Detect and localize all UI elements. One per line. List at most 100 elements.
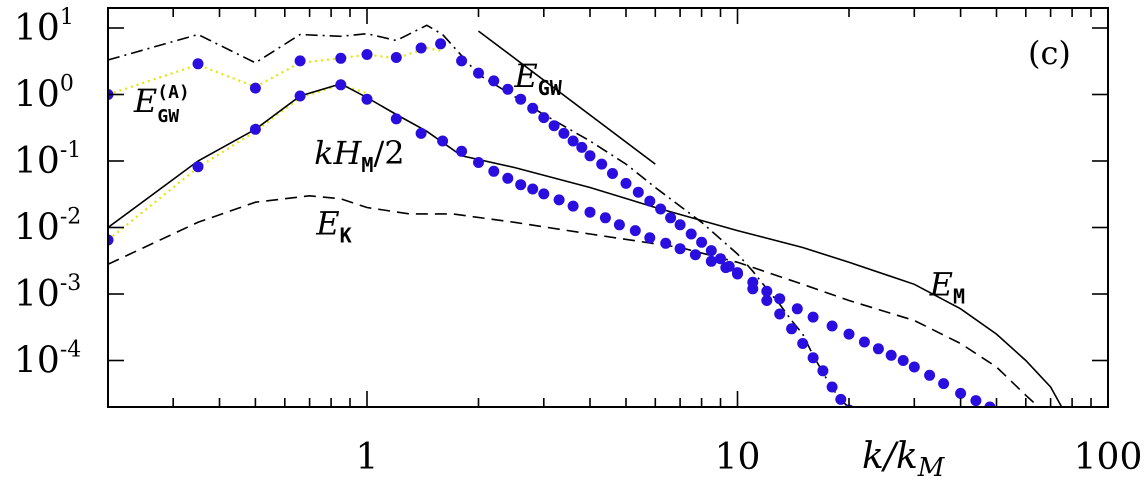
series-e-gw-points-point <box>817 365 829 377</box>
y-tick-exponent: -1 <box>60 138 81 163</box>
series-e-gw-points-point <box>390 52 402 63</box>
series-e-gw-line <box>108 24 857 407</box>
annotation-khm: kHM/2 <box>314 134 404 177</box>
series-e-gw-points-point <box>835 393 847 405</box>
annotation-main: E <box>133 82 157 120</box>
annotation-main: E <box>315 205 339 243</box>
x-axis-label: k/kM <box>862 436 946 483</box>
series-e-m-points-point <box>567 200 579 212</box>
annotation-main: E <box>513 57 537 95</box>
series-e-gw-points-point <box>644 195 656 207</box>
y-tick-label: 100 <box>14 72 74 116</box>
series-e-m-points-point <box>473 157 484 168</box>
series-e-m-points-point <box>955 387 967 399</box>
series-kh-m-2-line <box>108 83 368 241</box>
series-e-m-points-point <box>629 225 641 237</box>
series-e-m-points-point <box>584 206 596 218</box>
series-e-m-points-point <box>689 249 701 261</box>
series-e-m-points-point <box>361 93 373 105</box>
y-tick-base: 10 <box>14 341 60 382</box>
series-e-gw-points <box>108 38 854 407</box>
annotation-sub: M <box>361 153 373 177</box>
annotation-ek: EK <box>315 205 351 248</box>
series-e-m-points-point <box>908 361 920 373</box>
series-e-m-points-point <box>502 172 514 184</box>
y-tick-label: 10-3 <box>14 271 81 315</box>
y-tick-exponent: 1 <box>60 5 74 30</box>
series-e-gw-points-point <box>797 338 809 349</box>
series-e-m-points-point <box>415 127 427 139</box>
y-tick-label: 10-2 <box>14 205 81 249</box>
series-e-m-points-point <box>335 79 347 91</box>
series-e-m-points-point <box>192 161 204 173</box>
annotation-sup: (A) <box>157 82 190 103</box>
series-e-m-points-point <box>732 267 743 279</box>
series-e-k-line <box>108 194 1040 407</box>
series-e-gw-points-point <box>584 150 596 162</box>
y-tick-label: 10-1 <box>14 138 81 182</box>
panel-label: (c) <box>1028 34 1071 72</box>
y-tick-exponent: -4 <box>60 338 81 363</box>
series-layer <box>108 24 1063 407</box>
series-e-m-points-point <box>527 183 539 195</box>
x-axis-label-main: k/k <box>862 436 918 477</box>
series-e-m-points-point <box>705 255 717 267</box>
series-e-gw-points-point <box>473 67 484 79</box>
y-tick-base: 10 <box>14 141 60 182</box>
annotation-sub: M <box>953 285 965 309</box>
series-e-gw-points-point <box>435 38 447 50</box>
series-e-gw-points-point <box>192 58 204 70</box>
series-e-m-points-point <box>613 219 625 231</box>
series-e-gw-points-point <box>527 102 539 114</box>
series-e-gw-points-point <box>632 186 644 198</box>
series-e-m-points-point <box>437 135 449 147</box>
series-e-gw-points-point <box>456 55 468 67</box>
y-tick-base: 10 <box>14 274 60 315</box>
series-e-m-points-point <box>761 285 773 297</box>
series-e-gw-points-point <box>361 49 373 60</box>
series-e-gw-points-point <box>696 236 708 248</box>
series-e-m-points-point <box>553 194 565 206</box>
series-e-m-points-point <box>885 349 897 361</box>
y-tick-base: 10 <box>14 8 60 49</box>
series-e-m-points-point <box>774 293 786 305</box>
series-e-m-points-point <box>897 355 909 366</box>
series-e-m-points-point <box>747 276 759 288</box>
series-e-gw-points-point <box>620 177 632 189</box>
series-e-gw-points-point <box>576 141 588 153</box>
series-e-m-points-point <box>826 320 838 332</box>
x-axis-label-sub: M <box>917 453 946 483</box>
series-e-gw-points-point <box>715 253 726 265</box>
series-e-m-points-point <box>938 378 950 390</box>
series-e-m-points-point <box>108 234 114 246</box>
series-e-m-points-point <box>515 179 527 191</box>
series-e-m-points-point <box>791 303 803 315</box>
series-e-gw-points-point <box>249 82 261 94</box>
annotation-sub: GW <box>538 76 563 100</box>
axis-ticks <box>107 8 1109 407</box>
series-e-gw-points-point <box>567 135 579 147</box>
plot-border <box>107 7 1109 408</box>
series-e-gw-points-point <box>665 212 677 224</box>
series-e-gw-points-point <box>558 127 570 139</box>
series-k-5-3-reference-line <box>478 30 656 165</box>
series-e-gw-points-point <box>674 219 686 231</box>
series-e-m-points-point <box>294 90 306 102</box>
series-e-gw-points-point <box>774 308 786 320</box>
series-e-gw-points-point <box>596 158 608 170</box>
series-e-m-points-point <box>456 145 468 157</box>
series-e-gw-points-point <box>705 245 717 257</box>
series-e-gw-points-point <box>335 52 347 64</box>
series-e-gw-a-line <box>108 46 443 96</box>
y-tick-exponent: -2 <box>60 205 81 230</box>
series-e-m-points-point <box>720 262 732 274</box>
series-e-gw-points-point <box>786 323 798 335</box>
series-e-m-points-point <box>984 401 996 407</box>
series-e-m-points <box>108 79 996 407</box>
annotation-suffix: /2 <box>373 134 404 172</box>
series-e-m-points-point <box>970 395 982 407</box>
annotation-em: EM <box>929 266 965 309</box>
series-e-gw-points-point <box>515 93 527 105</box>
